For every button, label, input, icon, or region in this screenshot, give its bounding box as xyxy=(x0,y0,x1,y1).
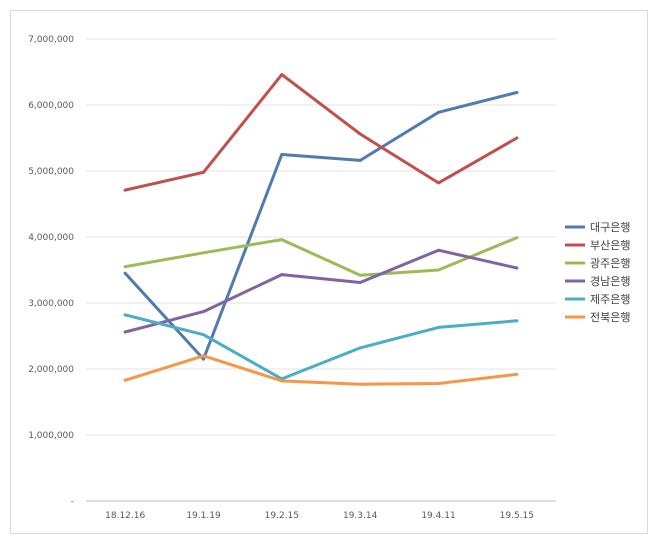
data-point xyxy=(123,378,127,382)
x-tick-label: 19.4.11 xyxy=(421,511,455,521)
y-tick-label: 5,000,000 xyxy=(28,167,74,177)
y-tick-label: 6,000,000 xyxy=(28,101,74,111)
data-point xyxy=(437,382,440,386)
legend-label: 대구은행 xyxy=(590,221,630,234)
x-tick-label: 19.5.15 xyxy=(500,511,534,521)
data-point xyxy=(202,333,205,337)
series-line-5 xyxy=(123,354,519,386)
legend-label: 경남은행 xyxy=(590,275,630,288)
y-tick-label: - xyxy=(71,497,74,507)
data-point xyxy=(202,251,205,255)
x-axis-tick-labels: 18.12.16 19.1.19 19.2.15 19.3.14 19.4.11 19.5… xyxy=(105,511,534,521)
legend-item: 경남은행 xyxy=(565,275,630,288)
data-point xyxy=(358,158,362,162)
data-point xyxy=(437,268,440,272)
series-line-4 xyxy=(123,313,519,381)
x-tick-label: 18.12.16 xyxy=(105,511,145,521)
data-point xyxy=(123,330,127,334)
data-point xyxy=(515,319,519,323)
data-point xyxy=(280,73,284,77)
legend-item: 제주은행 xyxy=(565,293,630,306)
data-point xyxy=(515,266,519,270)
series-line-2 xyxy=(123,236,519,277)
legend-item: 광주은행 xyxy=(565,257,630,270)
data-point xyxy=(515,90,519,94)
data-point xyxy=(280,238,284,242)
data-point xyxy=(123,265,127,269)
y-tick-label: 3,000,000 xyxy=(28,299,74,309)
data-point xyxy=(280,153,284,156)
y-axis-tick-labels: - 1,000,000 2,000,000 3,000,000 4,000,000 5,0… xyxy=(28,35,74,507)
y-tick-label: 1,000,000 xyxy=(28,431,74,441)
data-point xyxy=(280,273,284,277)
data-point xyxy=(123,313,127,317)
legend-label: 광주은행 xyxy=(590,257,630,270)
data-point xyxy=(515,136,519,140)
data-point xyxy=(437,248,440,252)
series-lines xyxy=(123,73,519,386)
data-point xyxy=(358,132,362,136)
y-tick-label: 2,000,000 xyxy=(28,365,74,375)
legend-label: 제주은행 xyxy=(590,293,630,306)
legend-item: 부산은행 xyxy=(565,239,630,252)
x-tick-label: 19.3.14 xyxy=(343,511,378,521)
data-point xyxy=(358,273,362,277)
series-line-0 xyxy=(123,91,519,361)
data-point xyxy=(358,281,362,285)
data-point xyxy=(437,110,440,114)
data-point xyxy=(515,372,519,376)
legend-label: 부산은행 xyxy=(590,239,630,252)
data-point xyxy=(437,325,440,329)
y-tick-label: 7,000,000 xyxy=(28,35,74,45)
gridlines xyxy=(86,38,556,502)
x-tick-label: 19.1.19 xyxy=(186,511,221,521)
series-line-1 xyxy=(123,73,519,192)
data-point xyxy=(515,236,519,240)
data-point xyxy=(358,346,362,350)
data-point xyxy=(202,357,205,361)
chart-frame xyxy=(10,10,648,534)
data-point xyxy=(202,354,205,358)
data-point xyxy=(437,181,440,185)
legend-item: 대구은행 xyxy=(565,221,630,234)
data-point xyxy=(202,310,205,314)
data-point xyxy=(123,271,127,275)
data-point xyxy=(123,188,127,192)
data-point xyxy=(358,382,362,386)
data-point xyxy=(202,170,205,174)
legend-item: 전북은행 xyxy=(565,311,630,324)
data-point xyxy=(280,379,284,383)
y-tick-label: 4,000,000 xyxy=(28,233,74,243)
x-tick-label: 19.2.15 xyxy=(265,511,299,521)
series-line-3 xyxy=(123,248,519,334)
legend-label: 전북은행 xyxy=(590,311,630,324)
